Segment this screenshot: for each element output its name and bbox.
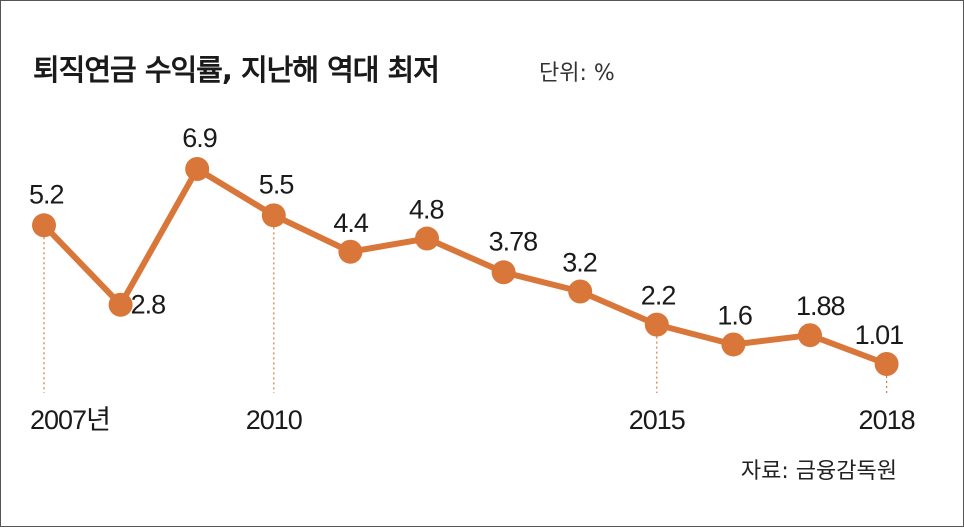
data-point-2018 (874, 352, 899, 376)
data-point-2014 (568, 279, 593, 304)
x-tick-label-2015: 2015 (629, 405, 685, 435)
data-label-2015: 2.2 (641, 281, 676, 311)
data-point-2009 (185, 157, 210, 181)
data-point-2010 (261, 203, 286, 228)
data-label-2018: 1.01 (855, 320, 904, 350)
data-label-2017: 1.88 (796, 291, 845, 321)
data-label-2008: 2.8 (131, 290, 166, 320)
chart-title: 퇴직연금 수익률, 지난해 역대 최저 (33, 53, 440, 87)
data-point-2015 (644, 312, 669, 337)
data-label-2013: 3.78 (489, 226, 538, 256)
series-line (41, 166, 888, 367)
data-point-2007 (32, 213, 56, 238)
x-tick-label-2010: 2010 (246, 405, 302, 435)
data-point-2016 (721, 332, 746, 357)
data-point-2011 (338, 239, 363, 264)
data-label-2014: 3.2 (562, 247, 597, 277)
data-label-2010: 5.5 (259, 169, 294, 199)
data-label-2011: 4.4 (333, 208, 369, 238)
data-label-2016: 1.6 (717, 300, 752, 330)
x-tick-label-2018: 2018 (859, 405, 915, 435)
data-label-2007: 5.2 (29, 179, 64, 209)
data-point-2017 (798, 323, 822, 348)
data-point-2013 (491, 260, 516, 285)
unit-label: 단위: % (539, 61, 615, 86)
source-label: 자료: 금융감독원 (740, 459, 897, 484)
data-point-2012 (415, 226, 439, 251)
data-label-2009: 6.9 (182, 123, 217, 153)
x-tick-label-2007: 2007년 (30, 405, 110, 435)
data-point-2008 (108, 292, 133, 317)
data-label-2012: 4.8 (409, 195, 444, 225)
